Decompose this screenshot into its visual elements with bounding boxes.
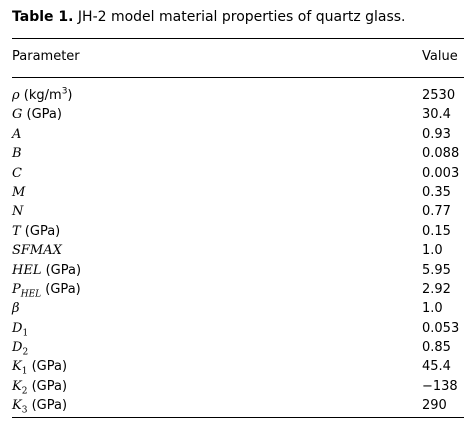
parameter-cell: D2: [12, 338, 28, 357]
table-row: T (GPa) 0.15: [12, 222, 464, 241]
value-cell: 0.35: [422, 184, 451, 200]
parameter-subscript: 1: [22, 328, 29, 339]
value-cell: 0.003: [422, 165, 460, 181]
table-row: β 1.0: [12, 299, 464, 318]
table-row: M 0.35: [12, 183, 464, 202]
parameter-subscript: 2: [21, 386, 28, 397]
table-row: D2 0.85: [12, 338, 464, 357]
parameter-unit: (GPa): [22, 107, 62, 123]
table-caption: Table 1. JH-2 model material properties …: [12, 8, 406, 26]
table-bottom-rule: [12, 417, 464, 418]
parameter-subscript: HEL: [20, 289, 42, 300]
value-cell: 2.92: [422, 281, 451, 297]
table-row: D1 0.053: [12, 319, 464, 338]
parameter-symbol: β: [12, 301, 20, 317]
parameter-cell: K3 (GPa): [12, 396, 67, 415]
table-row: G (GPa) 30.4: [12, 105, 464, 124]
parameter-cell: G (GPa): [12, 105, 62, 124]
parameter-symbol: HEL: [12, 262, 42, 278]
table-row: ρ (kg/m3) 2530: [12, 86, 464, 105]
parameter-cell: K2 (GPa): [12, 377, 67, 396]
table-row: C 0.003: [12, 164, 464, 183]
parameter-unit: (GPa): [20, 223, 61, 239]
table-row: K1 (GPa) 45.4: [12, 357, 464, 376]
table-body: ρ (kg/m3) 2530 G (GPa) 30.4 A 0.93 B 0.088 C 0.00…: [12, 86, 464, 416]
parameter-unit: (GPa): [27, 378, 68, 394]
parameter-subscript: 1: [21, 367, 28, 378]
parameter-symbol: T: [12, 223, 21, 239]
parameter-symbol: D: [12, 340, 23, 356]
value-cell: 1.0: [422, 301, 443, 317]
parameter-cell: ρ (kg/m3): [12, 86, 73, 105]
table-row: SFMAX 1.0: [12, 241, 464, 260]
parameter-symbol: M: [12, 184, 26, 200]
value-cell: 0.088: [422, 146, 460, 162]
parameter-cell: PHEL (GPa): [12, 280, 81, 299]
parameter-subscript: 3: [21, 405, 28, 416]
table-row: A 0.93: [12, 125, 464, 144]
parameter-symbol: K: [12, 398, 22, 414]
table-row: K3 (GPa) 290: [12, 396, 464, 415]
value-cell: 0.053: [422, 320, 460, 336]
parameter-unit: (GPa): [41, 262, 82, 278]
parameter-cell: M: [12, 183, 25, 202]
table-top-rule: [12, 38, 464, 39]
parameter-cell: K1 (GPa): [12, 357, 67, 376]
parameter-unit: (GPa): [27, 398, 68, 414]
value-cell: 0.93: [422, 126, 451, 142]
table-row: PHEL (GPa) 2.92: [12, 280, 464, 299]
value-cell: 0.77: [422, 204, 451, 220]
value-cell: −138: [422, 378, 458, 394]
parameter-symbol: C: [12, 165, 22, 181]
value-cell: 290: [422, 398, 447, 414]
parameter-symbol: P: [12, 281, 21, 297]
parameter-unit: (GPa): [27, 359, 68, 375]
table-row: HEL (GPa) 5.95: [12, 261, 464, 280]
parameter-cell: A: [12, 125, 21, 144]
table-header-rule: [12, 77, 464, 78]
table-row: B 0.088: [12, 144, 464, 163]
parameter-cell: T (GPa): [12, 222, 60, 241]
parameter-symbol: D: [12, 320, 23, 336]
parameter-symbol: N: [12, 204, 24, 220]
parameter-cell: D1: [12, 319, 28, 338]
parameter-symbol: K: [12, 378, 22, 394]
value-cell: 0.15: [422, 223, 451, 239]
table-caption-text: JH-2 model material properties of quartz…: [77, 9, 406, 25]
parameter-cell: SFMAX: [12, 241, 62, 260]
value-cell: 45.4: [422, 359, 451, 375]
header-parameter: Parameter: [12, 49, 80, 64]
parameter-symbol: G: [12, 107, 23, 123]
parameter-cell: HEL (GPa): [12, 261, 81, 280]
parameter-superscript: 3: [61, 86, 68, 97]
table-row: N 0.77: [12, 202, 464, 221]
header-value: Value: [422, 49, 458, 64]
value-cell: 30.4: [422, 107, 451, 123]
parameter-symbol: SFMAX: [12, 243, 62, 259]
parameter-unit-end: ): [67, 88, 73, 103]
parameter-cell: β: [12, 299, 20, 318]
value-cell: 5.95: [422, 262, 451, 278]
value-cell: 0.85: [422, 340, 451, 356]
value-cell: 2530: [422, 88, 456, 103]
value-cell: 1.0: [422, 243, 443, 259]
parameter-unit: (GPa): [41, 281, 81, 297]
parameter-symbol: K: [12, 359, 22, 375]
parameter-symbol: B: [12, 146, 22, 162]
parameter-cell: C: [12, 164, 22, 183]
table-caption-label: Table 1.: [12, 9, 74, 25]
parameter-cell: N: [12, 202, 23, 221]
table-row: K2 (GPa) −138: [12, 377, 464, 396]
parameter-cell: B: [12, 144, 22, 163]
parameter-unit: (kg/m: [19, 88, 62, 103]
parameter-symbol: ρ: [12, 88, 20, 103]
parameter-subscript: 2: [22, 347, 29, 358]
parameter-symbol: A: [12, 126, 22, 142]
